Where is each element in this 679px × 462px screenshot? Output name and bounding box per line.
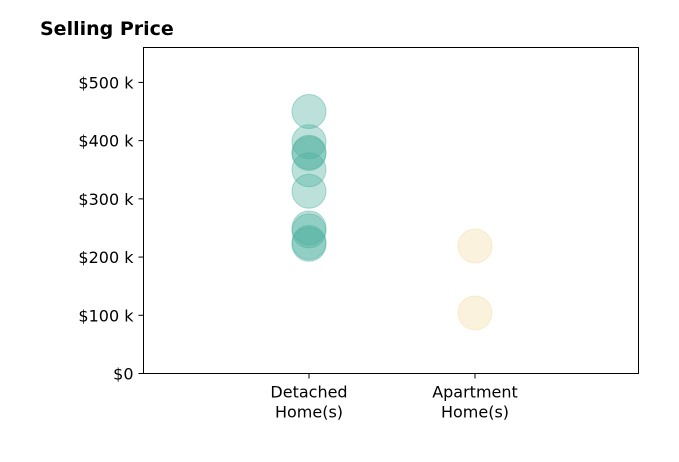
chart-title: Selling Price	[40, 18, 174, 40]
data-point	[291, 210, 327, 246]
x-tick-label: Apartment	[432, 383, 518, 402]
y-tick-label: $300 k	[78, 190, 134, 209]
x-tick-label: Detached	[270, 383, 347, 402]
y-tick-label: $0	[113, 365, 133, 384]
chart-marks	[291, 94, 493, 331]
plot-frame	[143, 47, 639, 374]
data-point	[457, 228, 493, 264]
data-point	[457, 295, 493, 331]
data-point	[291, 213, 327, 249]
data-point	[291, 94, 327, 130]
data-point	[291, 134, 327, 170]
y-tick-label: $200 k	[78, 248, 134, 267]
x-tick-label: Home(s)	[441, 403, 509, 422]
y-tick-label: $400 k	[78, 132, 134, 151]
data-point	[291, 225, 327, 261]
chart-axes: $0 $100 k $200 k $300 k $400 k $500 k Detached…	[78, 73, 517, 421]
data-point	[291, 226, 327, 262]
data-point	[291, 135, 327, 171]
x-tick-label: Home(s)	[275, 403, 343, 422]
data-point	[291, 124, 327, 160]
y-tick-label: $100 k	[78, 306, 134, 325]
y-tick-label: $500 k	[78, 73, 134, 92]
data-point	[291, 173, 327, 209]
data-point	[291, 152, 327, 188]
